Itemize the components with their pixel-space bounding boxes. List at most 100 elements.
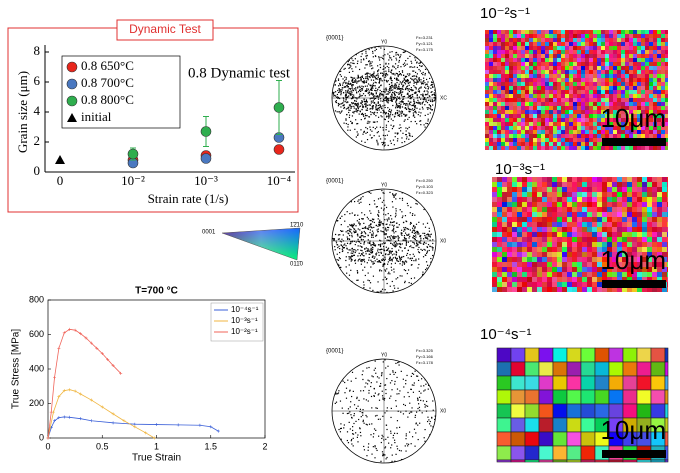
grain bbox=[562, 207, 567, 212]
pole-dot bbox=[387, 227, 388, 228]
grain bbox=[545, 118, 549, 122]
grain bbox=[567, 418, 581, 432]
pole-dot bbox=[385, 393, 386, 394]
pole-dot bbox=[408, 234, 409, 235]
pole-dot bbox=[372, 137, 373, 138]
pole-dot bbox=[363, 398, 364, 399]
pole-dot bbox=[411, 260, 412, 261]
pole-dot bbox=[395, 258, 396, 259]
grain bbox=[532, 262, 537, 267]
grain bbox=[541, 122, 545, 126]
grain bbox=[609, 46, 613, 50]
pole-dot bbox=[374, 200, 375, 201]
pole-dot bbox=[362, 109, 363, 110]
grain bbox=[557, 106, 561, 110]
grain bbox=[653, 70, 657, 74]
grain bbox=[532, 187, 537, 192]
grain bbox=[557, 247, 562, 252]
pole-dot bbox=[362, 415, 363, 416]
grain bbox=[652, 182, 657, 187]
grain bbox=[617, 217, 622, 222]
pole-dot bbox=[397, 92, 398, 93]
grain bbox=[607, 207, 612, 212]
grain bbox=[633, 146, 637, 150]
pole-dot bbox=[406, 228, 407, 229]
grain bbox=[581, 94, 585, 98]
grain bbox=[497, 138, 501, 142]
pole-dot bbox=[422, 412, 423, 413]
pole-dot bbox=[376, 49, 377, 50]
pole-dot bbox=[379, 400, 380, 401]
pole-dot bbox=[365, 113, 366, 114]
grain bbox=[493, 42, 497, 46]
grain bbox=[593, 62, 597, 66]
pole-dot bbox=[427, 421, 428, 422]
pole-dot bbox=[338, 78, 339, 79]
pole-dot bbox=[420, 243, 421, 244]
pole-dot bbox=[380, 127, 381, 128]
grain bbox=[572, 262, 577, 267]
grain bbox=[582, 227, 587, 232]
pole-dot bbox=[425, 62, 426, 63]
grain bbox=[627, 182, 632, 187]
pole-dot bbox=[409, 127, 410, 128]
grain bbox=[652, 192, 657, 197]
pole-dot bbox=[351, 85, 352, 86]
grain bbox=[525, 98, 529, 102]
pole-dot bbox=[392, 194, 393, 195]
grain bbox=[525, 70, 529, 74]
grain bbox=[633, 38, 637, 42]
grain bbox=[585, 130, 589, 134]
pole-dot bbox=[404, 103, 405, 104]
pole-dot bbox=[418, 241, 419, 242]
pole-dot bbox=[375, 407, 376, 408]
pole-dot bbox=[419, 102, 420, 103]
grain bbox=[505, 142, 509, 146]
grain bbox=[561, 62, 565, 66]
grain bbox=[547, 197, 552, 202]
grain bbox=[582, 212, 587, 217]
pole-dot bbox=[393, 237, 394, 238]
grain bbox=[645, 42, 649, 46]
pole-dot bbox=[423, 256, 424, 257]
grain bbox=[541, 110, 545, 114]
pole-dot bbox=[388, 116, 389, 117]
pole-dot bbox=[349, 275, 350, 276]
pole-dot bbox=[419, 97, 420, 98]
pole-dot bbox=[418, 89, 419, 90]
grain bbox=[513, 130, 517, 134]
grain bbox=[667, 212, 668, 217]
grain bbox=[621, 66, 625, 70]
grain bbox=[653, 98, 657, 102]
grain bbox=[529, 90, 533, 94]
grain bbox=[492, 282, 497, 287]
grain bbox=[585, 38, 589, 42]
pole-dot bbox=[415, 93, 416, 94]
pole-dot bbox=[382, 436, 383, 437]
pole-dot bbox=[401, 211, 402, 212]
grain bbox=[501, 142, 505, 146]
pole-dot bbox=[400, 66, 401, 67]
pole-dot bbox=[393, 87, 394, 88]
grain bbox=[525, 46, 529, 50]
grain bbox=[582, 282, 587, 287]
grain bbox=[605, 70, 609, 74]
pole-dot bbox=[367, 424, 368, 425]
grain bbox=[561, 102, 565, 106]
grain bbox=[577, 30, 581, 34]
pole-dot bbox=[393, 253, 394, 254]
pole-dot bbox=[395, 83, 396, 84]
grain bbox=[612, 182, 617, 187]
grain bbox=[657, 177, 662, 182]
grain bbox=[532, 227, 537, 232]
pole-dot bbox=[368, 228, 369, 229]
grain bbox=[492, 247, 497, 252]
grain bbox=[625, 42, 629, 46]
pole-dot bbox=[383, 129, 384, 130]
pole-dot bbox=[350, 121, 351, 122]
grain bbox=[511, 432, 525, 446]
pole-dot bbox=[371, 407, 372, 408]
pole-dot bbox=[405, 88, 406, 89]
pole-dot bbox=[354, 232, 355, 233]
grain bbox=[532, 182, 537, 187]
